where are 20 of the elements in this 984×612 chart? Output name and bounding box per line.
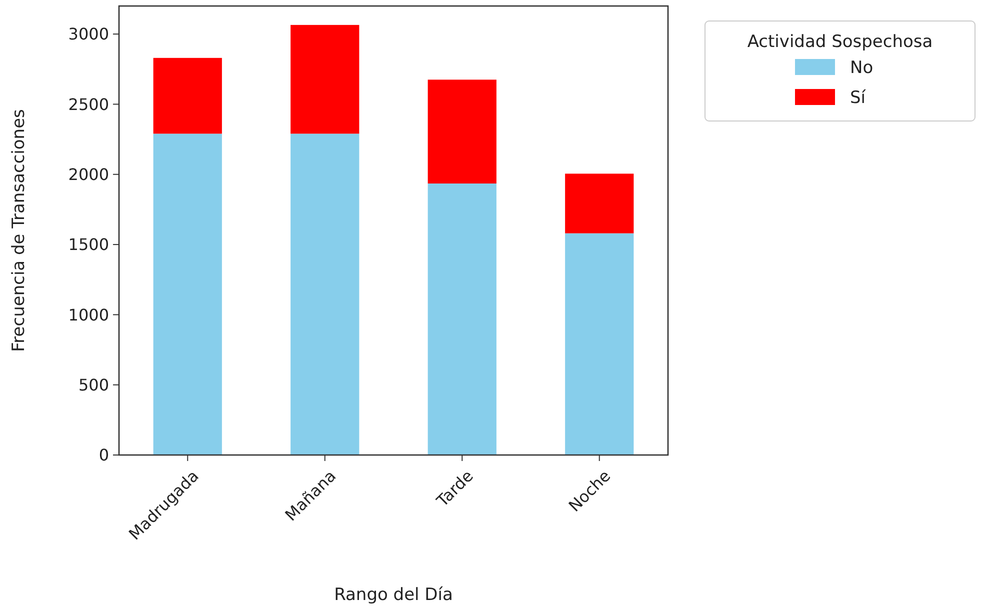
y-tick-label: 1000	[68, 305, 109, 324]
bar	[565, 233, 634, 455]
bar	[565, 174, 634, 234]
bar	[153, 58, 222, 134]
y-tick-label: 2500	[68, 94, 109, 114]
bar	[428, 183, 496, 455]
bar	[290, 24, 360, 134]
y-tick-label: 3000	[68, 24, 109, 44]
legend-title: Actividad Sospechosa	[747, 32, 933, 52]
bar	[290, 134, 360, 455]
legend-label: Sí	[850, 88, 867, 108]
legend-label: No	[850, 58, 874, 78]
bar	[153, 134, 222, 455]
y-axis-title: Frecuencia de Transacciones	[9, 108, 29, 352]
y-tick-label: 2000	[68, 164, 109, 184]
y-tick-label: 500	[78, 375, 109, 394]
y-tick-label: 1500	[68, 235, 109, 254]
y-tick-label: 0	[98, 446, 109, 465]
x-axis-title: Rango del Día	[334, 585, 453, 605]
bar	[428, 80, 496, 184]
